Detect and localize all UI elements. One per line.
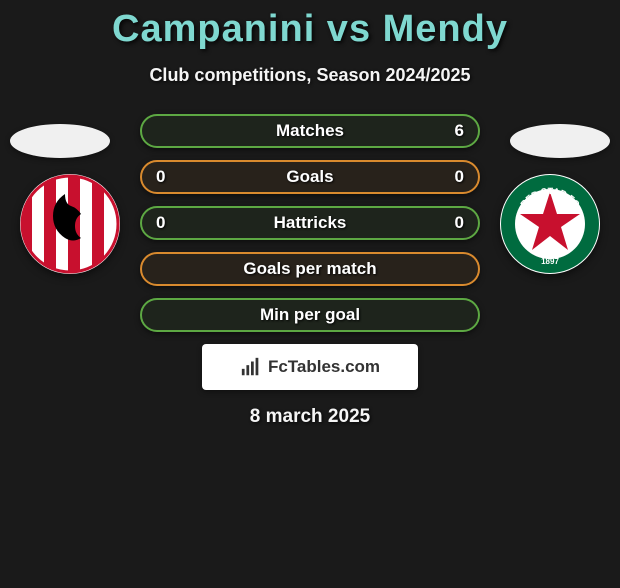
left-club-badge (20, 174, 120, 274)
footer-date: 8 march 2025 (0, 406, 620, 428)
stat-row-matches: Matches 6 (140, 114, 480, 148)
right-club-badge: RED STAR FC 1897 (500, 174, 600, 274)
stat-right-value: 0 (455, 167, 464, 187)
stat-left-value: 0 (156, 167, 165, 187)
source-logo-text: FcTables.com (268, 357, 380, 377)
stat-row-goals-per-match: Goals per match (140, 252, 480, 286)
stat-label: Min per goal (260, 305, 360, 325)
comparison-panel: RED STAR FC 1897 Matches 6 0 Goals 0 0 H… (0, 114, 620, 428)
stat-row-min-per-goal: Min per goal (140, 298, 480, 332)
stat-row-hattricks: 0 Hattricks 0 (140, 206, 480, 240)
stat-label: Matches (276, 121, 344, 141)
stat-rows: Matches 6 0 Goals 0 0 Hattricks 0 Goals … (140, 114, 480, 332)
chart-icon (240, 356, 262, 378)
stat-right-value: 6 (455, 121, 464, 141)
source-logo: FcTables.com (202, 344, 418, 390)
stat-label: Goals per match (243, 259, 376, 279)
stat-label: Hattricks (274, 213, 347, 233)
left-player-ellipse (10, 124, 110, 158)
stat-left-value: 0 (156, 213, 165, 233)
stat-right-value: 0 (455, 213, 464, 233)
stat-label: Goals (286, 167, 333, 187)
page-title: Campanini vs Mendy (0, 8, 620, 51)
page-subtitle: Club competitions, Season 2024/2025 (0, 65, 620, 86)
svg-text:1897: 1897 (541, 257, 559, 266)
right-player-ellipse (510, 124, 610, 158)
stat-row-goals: 0 Goals 0 (140, 160, 480, 194)
